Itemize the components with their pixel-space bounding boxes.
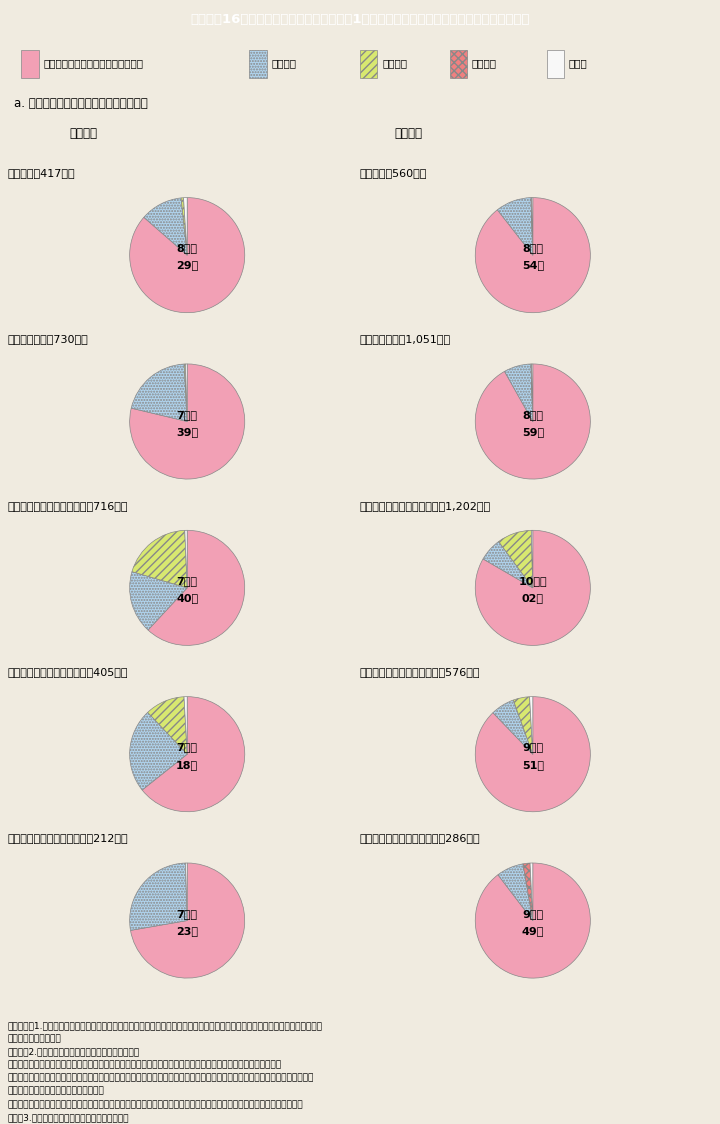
Text: 29分: 29分 (176, 261, 198, 271)
Wedge shape (475, 198, 590, 312)
Wedge shape (185, 531, 187, 588)
Text: の育児に使う時間: の育児に使う時間 (7, 1087, 104, 1096)
Wedge shape (483, 542, 533, 588)
Bar (249, 51, 266, 78)
Text: 3.「子供」は末子の年齢により区分した。: 3.「子供」は末子の年齢により区分した。 (7, 1113, 129, 1122)
Text: 8時間: 8時間 (522, 243, 544, 253)
Wedge shape (505, 364, 533, 422)
Text: 8時間: 8時間 (522, 409, 544, 419)
Text: 夫婦＋子供（中学生）世帯（212人）: 夫婦＋子供（中学生）世帯（212人） (7, 834, 128, 843)
Text: 夫婦のみ世帯（730人）: 夫婦のみ世帯（730人） (7, 335, 88, 344)
Wedge shape (181, 198, 187, 255)
Text: 単独世帯（560人）: 単独世帯（560人） (360, 169, 428, 178)
Text: 2.　それぞれの用語の定義は以下のとおり。: 2. それぞれの用語の定義は以下のとおり。 (7, 1048, 140, 1057)
Text: 18分: 18分 (176, 760, 198, 770)
Text: 49分: 49分 (521, 926, 544, 936)
Wedge shape (531, 531, 533, 588)
Text: Ｉ－特－16図　家族類型（男女別）ごとの1日当たりの家事・育児・介護時間と仕事等時間: Ｉ－特－16図 家族類型（男女別）ごとの1日当たりの家事・育児・介護時間と仕事等… (190, 13, 530, 26)
Wedge shape (130, 572, 187, 631)
Text: （男性）: （男性） (395, 127, 423, 140)
Text: 夫婦のみ世帯（1,051人）: 夫婦のみ世帯（1,051人） (360, 335, 451, 344)
Text: 「介護時間」：家族や親族に対する日常生活における入浴・トイレ・移動・食事の手助けなどの介護に使う時間: 「介護時間」：家族や親族に対する日常生活における入浴・トイレ・移動・食事の手助け… (7, 1099, 303, 1109)
Wedge shape (184, 198, 187, 255)
Text: 育児時間: 育児時間 (382, 58, 407, 67)
Text: 介護時間: 介護時間 (472, 58, 497, 67)
Bar (360, 51, 377, 78)
Wedge shape (185, 364, 187, 422)
Text: 02分: 02分 (522, 593, 544, 604)
Wedge shape (475, 531, 590, 645)
Text: 40分: 40分 (176, 593, 198, 604)
Wedge shape (530, 697, 533, 754)
Text: 家事時間: 家事時間 (271, 58, 297, 67)
Text: a. 仕事をしている人の「仕事のある日」: a. 仕事をしている人の「仕事のある日」 (14, 98, 148, 110)
Wedge shape (148, 531, 245, 645)
Text: 夫婦＋子供（就学前）世帯（1,202人）: 夫婦＋子供（就学前）世帯（1,202人） (360, 501, 491, 510)
Wedge shape (493, 700, 533, 754)
Text: 7時間: 7時間 (176, 742, 198, 752)
Text: （女性）: （女性） (70, 127, 98, 140)
Text: 夫婦＋子供（小学生）世帯（405人）: 夫婦＋子供（小学生）世帯（405人） (7, 668, 127, 677)
Text: 9時間: 9時間 (522, 908, 544, 918)
Wedge shape (130, 863, 245, 978)
Text: 単独世帯（417人）: 単独世帯（417人） (7, 169, 75, 178)
Text: 7時間: 7時間 (176, 908, 198, 918)
Wedge shape (475, 364, 590, 479)
Wedge shape (475, 863, 590, 978)
Bar (22, 51, 39, 78)
Wedge shape (531, 364, 533, 422)
Text: 39分: 39分 (176, 427, 198, 437)
Text: 9時間: 9時間 (522, 742, 544, 752)
Text: （備考）　1.「家事等と仕事のバランスに関する調査」（令和元年度内閣府委託調査・株式会社リベルタス・コンサルティング）: （備考） 1.「家事等と仕事のバランスに関する調査」（令和元年度内閣府委託調査・… (7, 1021, 323, 1031)
Wedge shape (523, 863, 533, 921)
Wedge shape (130, 364, 245, 479)
Text: 夫婦＋子供（就学前）世帯（716人）: 夫婦＋子供（就学前）世帯（716人） (7, 501, 127, 510)
Wedge shape (184, 697, 187, 754)
Wedge shape (184, 364, 187, 422)
Bar (450, 51, 467, 78)
Wedge shape (531, 198, 533, 255)
Text: 59分: 59分 (522, 427, 544, 437)
Text: 7時間: 7時間 (176, 409, 198, 419)
Text: 「家事時間」：食事の準備・後片付け、掃除、洗濯、衣類・日用品の整理片付けなどの家事に使う時間: 「家事時間」：食事の準備・後片付け、掃除、洗濯、衣類・日用品の整理片付けなどの家… (7, 1060, 282, 1070)
Bar (546, 51, 564, 78)
Wedge shape (144, 198, 187, 255)
Text: 「育児時間」：乳幼児の世話、子供の付き添い、子供の勉強や遊びの相手、乳幼児の送迎、保護者会活動に参加など: 「育児時間」：乳幼児の世話、子供の付き添い、子供の勉強や遊びの相手、乳幼児の送迎… (7, 1073, 314, 1082)
Wedge shape (530, 863, 533, 921)
Wedge shape (475, 697, 590, 812)
Wedge shape (148, 697, 187, 754)
Wedge shape (531, 364, 533, 422)
Text: より作成。: より作成。 (7, 1034, 61, 1043)
Text: 51分: 51分 (522, 760, 544, 770)
Text: 仕事等時間（学業，通勤時間含む）: 仕事等時間（学業，通勤時間含む） (43, 58, 143, 67)
Wedge shape (130, 713, 187, 790)
Wedge shape (142, 697, 245, 812)
Wedge shape (131, 364, 187, 422)
Text: 8時間: 8時間 (176, 243, 198, 253)
Text: 夫婦＋子供（中学生）世帯（286人）: 夫婦＋子供（中学生）世帯（286人） (360, 834, 481, 843)
Wedge shape (513, 697, 533, 754)
Wedge shape (132, 531, 187, 588)
Text: 夫婦＋子供（小学生）世帯（576人）: 夫婦＋子供（小学生）世帯（576人） (360, 668, 480, 677)
Text: 10時間: 10時間 (518, 575, 547, 586)
Wedge shape (531, 198, 533, 255)
Text: 23分: 23分 (176, 926, 198, 936)
Text: 54分: 54分 (522, 261, 544, 271)
Wedge shape (130, 198, 245, 312)
Wedge shape (186, 863, 187, 921)
Wedge shape (499, 531, 533, 588)
Wedge shape (498, 864, 533, 921)
Wedge shape (130, 863, 187, 931)
Text: その他: その他 (569, 58, 588, 67)
Text: 7時間: 7時間 (176, 575, 198, 586)
Wedge shape (498, 198, 533, 255)
